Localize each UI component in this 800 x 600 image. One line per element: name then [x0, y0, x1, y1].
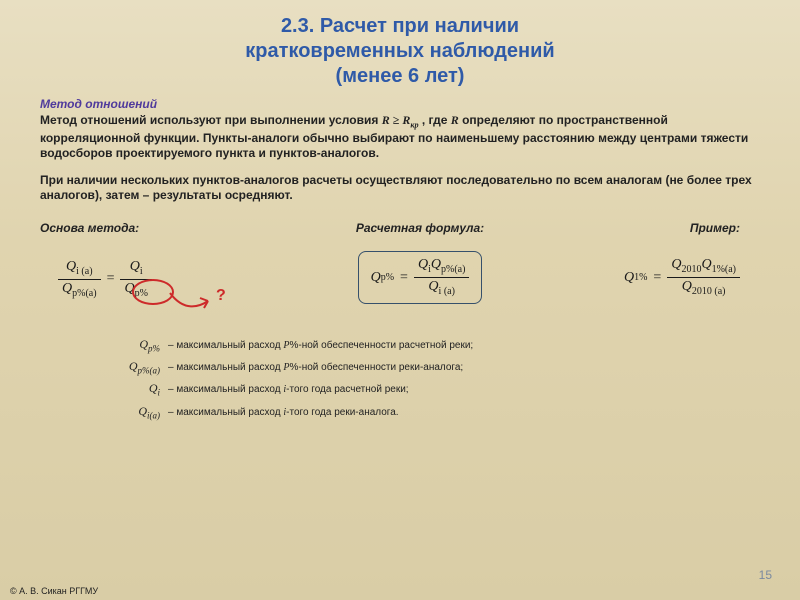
basis-lhs-den-sub: p%(a) — [72, 287, 96, 298]
page-number: 15 — [759, 568, 772, 582]
copyright: © А. В. Сикан РГГМУ — [10, 586, 98, 596]
para1-cond-lhs: R — [382, 113, 390, 127]
basis-rhs-num: Q — [130, 259, 140, 274]
slide-title: 2.3. Расчет при наличии кратковременных … — [40, 14, 760, 89]
para1-pre: Метод отношений используют при выполнени… — [40, 113, 382, 127]
paragraph-2: При наличии нескольких пунктов-аналогов … — [40, 173, 760, 203]
main-den: Q — [428, 279, 438, 294]
para1-mid: , где — [419, 113, 451, 127]
header-example: Пример: — [560, 221, 760, 235]
ex-den-sub: 2010 (a) — [692, 286, 726, 297]
highlight-arrow — [164, 287, 214, 313]
legend-symbol: Qp%(a) — [40, 359, 168, 375]
para1-cond-op: ≥ — [390, 113, 403, 127]
title-line-2: кратковременных наблюдений — [245, 40, 554, 62]
header-formula: Расчетная формула: — [280, 221, 560, 235]
legend-row: Qi(a)– максимальный расход i-того года р… — [40, 404, 760, 420]
main-num-a: Q — [418, 257, 428, 272]
legend-row: Qi– максимальный расход i-того года расч… — [40, 381, 760, 397]
formula-basis: Qi (a) Qp%(a) = Qi Qp% ? — [40, 257, 280, 299]
basis-lhs-num-sub: i (a) — [76, 266, 92, 277]
basis-rhs-num-sub: i — [140, 266, 143, 277]
ex-num-b: Q — [701, 257, 711, 272]
basis-equals: = — [101, 271, 121, 287]
main-num-b-sub: p%(a) — [441, 264, 465, 275]
legend-text: – максимальный расход P%-ной обеспеченно… — [168, 362, 463, 373]
ex-lhs: Q — [624, 270, 634, 286]
para1-cond-rhs-sub: кр — [410, 120, 418, 129]
ex-num-a: Q — [671, 257, 681, 272]
title-line-3: (менее 6 лет) — [336, 65, 465, 87]
main-den-sub: i (a) — [439, 286, 455, 297]
ex-lhs-sub: 1% — [634, 272, 647, 283]
legend-text: – максимальный расход i-того года расчет… — [168, 384, 409, 395]
legend-symbol: Qp% — [40, 337, 168, 353]
main-lhs: Q — [371, 270, 381, 286]
slide-subtitle: Метод отношений — [40, 97, 760, 111]
basis-lhs-den: Q — [62, 281, 72, 296]
slide: 2.3. Расчет при наличии кратковременных … — [0, 0, 800, 600]
formulas-row: Qi (a) Qp%(a) = Qi Qp% ? Qp% = — [40, 247, 760, 309]
formula-headers: Основа метода: Расчетная формула: Пример… — [40, 221, 760, 235]
title-line-1: 2.3. Расчет при наличии — [281, 15, 519, 37]
legend-symbol: Qi — [40, 381, 168, 397]
ex-num-b-sub: 1%(a) — [712, 264, 736, 275]
main-lhs-sub: p% — [381, 272, 394, 283]
legend-row: Qp%– максимальный расход P%-ной обеспече… — [40, 337, 760, 353]
header-basis: Основа метода: — [40, 221, 280, 235]
legend-row: Qp%(a)– максимальный расход P%-ной обесп… — [40, 359, 760, 375]
paragraph-1: Метод отношений используют при выполнени… — [40, 113, 760, 161]
ex-den: Q — [682, 279, 692, 294]
formula-main: Qp% = QiQp%(a) Qi (a) — [280, 251, 560, 304]
ex-equals: = — [647, 270, 667, 286]
main-equals: = — [394, 270, 414, 286]
formula-example: Q1% = Q2010Q1%(a) Q2010 (a) — [560, 258, 760, 297]
legend: Qp%– максимальный расход P%-ной обеспече… — [40, 337, 760, 421]
legend-symbol: Qi(a) — [40, 404, 168, 420]
para1-R: R — [451, 113, 459, 127]
highlight-qmark: ? — [216, 287, 226, 305]
main-num-b: Q — [431, 257, 441, 272]
ex-num-a-sub: 2010 — [681, 264, 701, 275]
legend-text: – максимальный расход i-того года реки-а… — [168, 407, 399, 418]
basis-lhs-num: Q — [66, 259, 76, 274]
legend-text: – максимальный расход P%-ной обеспеченно… — [168, 340, 473, 351]
